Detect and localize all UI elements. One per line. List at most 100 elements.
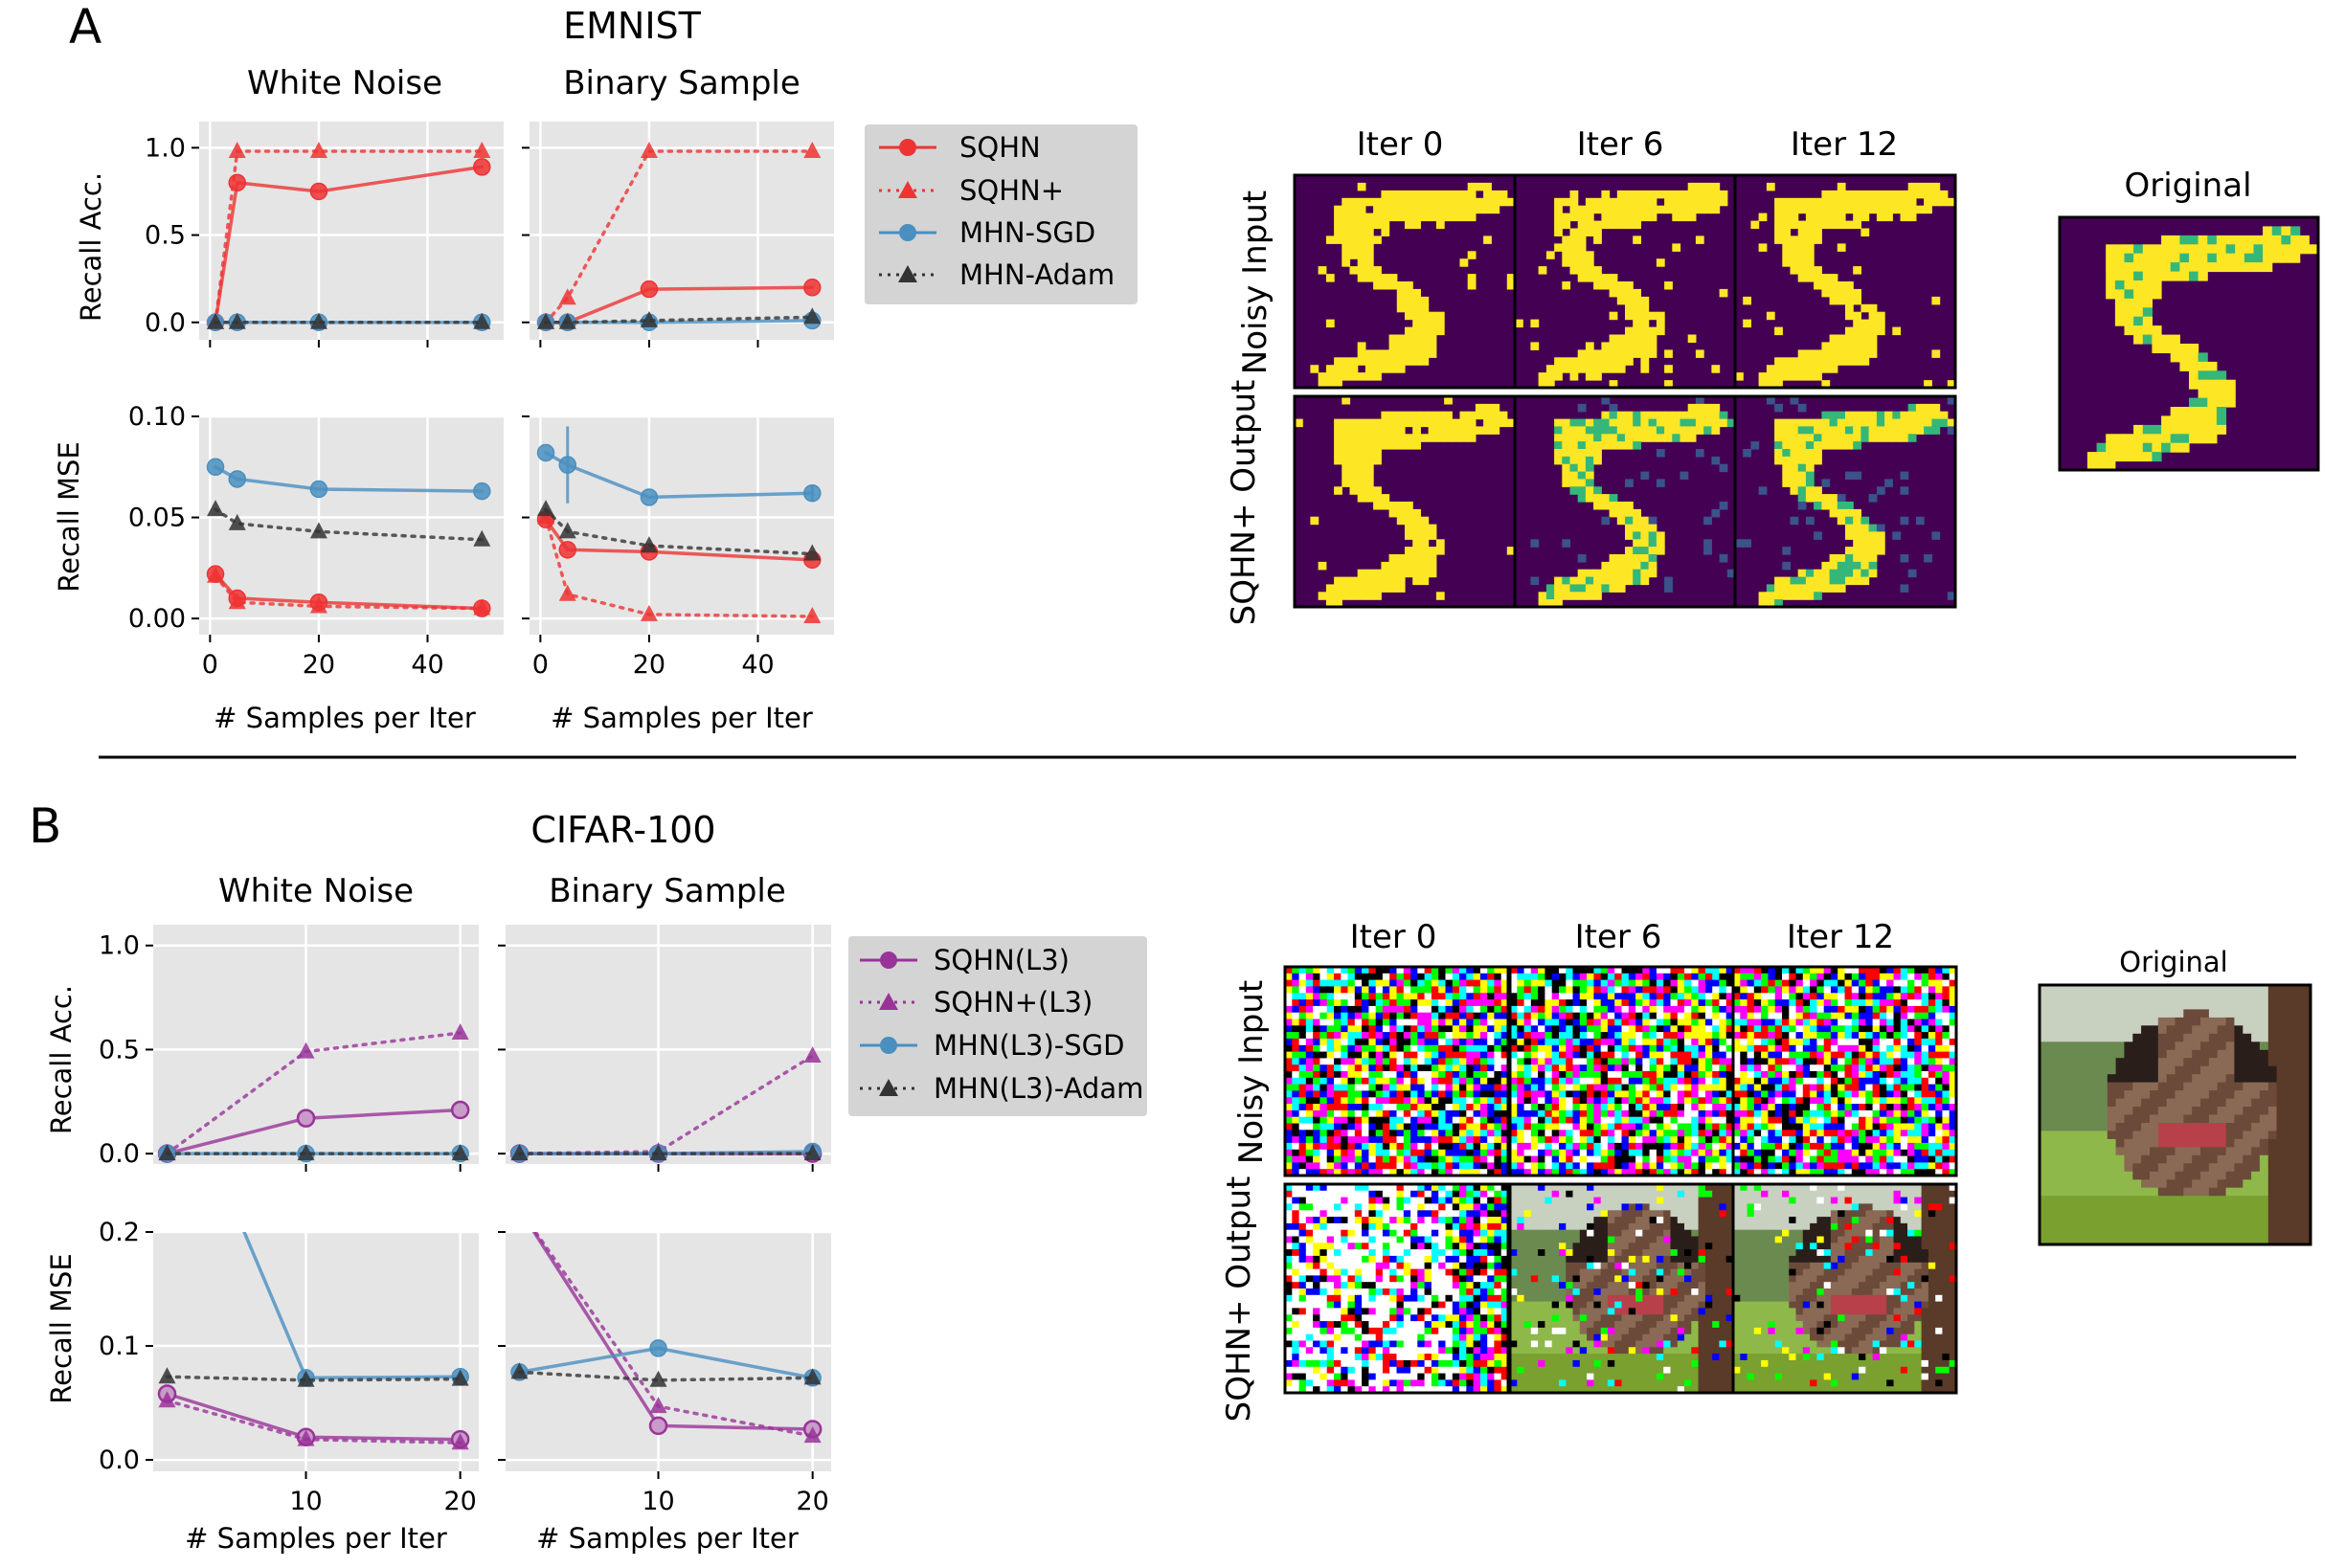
pixel — [1853, 326, 1861, 336]
pixel — [2114, 289, 2126, 300]
pixel — [1334, 205, 1342, 214]
pixel — [1499, 190, 1508, 199]
pixel — [1587, 1032, 1594, 1040]
pixel — [1872, 1032, 1881, 1040]
pixel — [1725, 1109, 1734, 1118]
pixel — [1814, 502, 1822, 510]
pixel — [1319, 1203, 1328, 1211]
pixel — [2189, 361, 2199, 371]
pixel — [1704, 979, 1713, 987]
pixel — [1285, 986, 1293, 994]
pixel — [1928, 986, 1936, 994]
legend-b-label-mhn-adam: MHN(L3)-Adam — [934, 1072, 1143, 1105]
pixel — [1921, 1032, 1929, 1040]
pixel — [1797, 418, 1807, 428]
pixel — [1569, 471, 1579, 481]
pixel — [1473, 1077, 1481, 1086]
pixel — [1628, 1019, 1636, 1026]
pixel — [1782, 1051, 1790, 1059]
pixel — [1876, 205, 1885, 214]
pixel — [1587, 1142, 1594, 1151]
pixel — [1609, 403, 1618, 413]
pixel — [1479, 1217, 1488, 1224]
pixel — [1823, 1123, 1832, 1131]
pixel — [1642, 1149, 1651, 1157]
pixel — [1789, 1058, 1797, 1065]
pixel — [1569, 449, 1579, 458]
pixel — [1292, 1058, 1300, 1065]
pixel — [1459, 973, 1467, 981]
pixel — [1691, 967, 1700, 974]
pixel — [1559, 993, 1567, 1000]
pixel — [1774, 1136, 1783, 1144]
pixel — [1405, 418, 1413, 428]
pixel — [1285, 1130, 1293, 1137]
pixel — [1572, 1012, 1581, 1020]
pixel — [1649, 1109, 1657, 1118]
pixel — [1431, 1116, 1439, 1125]
pixel — [1900, 1044, 1908, 1053]
pixel — [1900, 973, 1908, 981]
pixel — [1823, 973, 1832, 981]
pixel — [1698, 999, 1706, 1007]
pixel — [1396, 434, 1406, 442]
pixel — [1357, 357, 1366, 366]
pixel — [1614, 1005, 1623, 1014]
pixel — [1907, 1130, 1915, 1137]
pixel — [1698, 1142, 1706, 1151]
pixel — [1695, 411, 1704, 420]
pixel — [1357, 205, 1366, 214]
pixel — [1900, 213, 1909, 222]
pixel — [1554, 372, 1563, 381]
pixel — [1805, 357, 1815, 366]
pixel — [1750, 220, 1760, 230]
pixel — [1845, 441, 1854, 450]
pixel — [1375, 1123, 1384, 1131]
pixel — [1876, 319, 1885, 328]
pixel — [1900, 1005, 1908, 1014]
pixel — [1844, 1032, 1853, 1040]
pixel — [1569, 197, 1579, 207]
pixel — [2124, 262, 2134, 273]
pixel — [1572, 1051, 1581, 1059]
pixel — [1753, 1116, 1762, 1125]
pixel — [1621, 979, 1630, 987]
pixel — [1621, 1109, 1630, 1118]
pixel — [1341, 999, 1349, 1007]
pixel — [1830, 1064, 1838, 1072]
pixel — [1907, 1058, 1915, 1065]
pixel — [1579, 1064, 1588, 1072]
pixel — [1438, 1162, 1447, 1170]
pixel — [1368, 1162, 1377, 1170]
pixel — [1600, 1142, 1609, 1151]
pixel — [1628, 1109, 1636, 1118]
pixel — [1459, 1038, 1467, 1046]
pixel — [1389, 1109, 1398, 1118]
pixel — [2161, 434, 2172, 444]
pixel — [1342, 365, 1351, 373]
pixel — [1545, 967, 1553, 974]
pixel — [1642, 1051, 1651, 1059]
pixel — [1892, 197, 1902, 207]
pixel — [1545, 1162, 1553, 1170]
pixel — [1900, 411, 1909, 420]
pixel — [1326, 1149, 1335, 1157]
pixel — [1774, 993, 1783, 1000]
pixel — [1396, 584, 1406, 593]
pixel — [1670, 1071, 1679, 1079]
pixel — [1494, 1130, 1502, 1137]
pixel — [1285, 1019, 1293, 1026]
pixel — [1368, 1104, 1377, 1111]
pixel — [1545, 380, 1555, 389]
pixel — [1523, 973, 1532, 981]
pixel — [1704, 1032, 1713, 1040]
legend-a-marker-sqhn — [899, 139, 916, 156]
pixel — [1396, 1210, 1405, 1218]
pixel — [1494, 1142, 1502, 1151]
pixel — [1680, 190, 1689, 199]
pixel — [1633, 531, 1641, 540]
pixel — [1761, 1084, 1769, 1091]
pixel — [1292, 1038, 1300, 1046]
pixel — [1593, 228, 1602, 236]
pixel — [1412, 349, 1421, 358]
